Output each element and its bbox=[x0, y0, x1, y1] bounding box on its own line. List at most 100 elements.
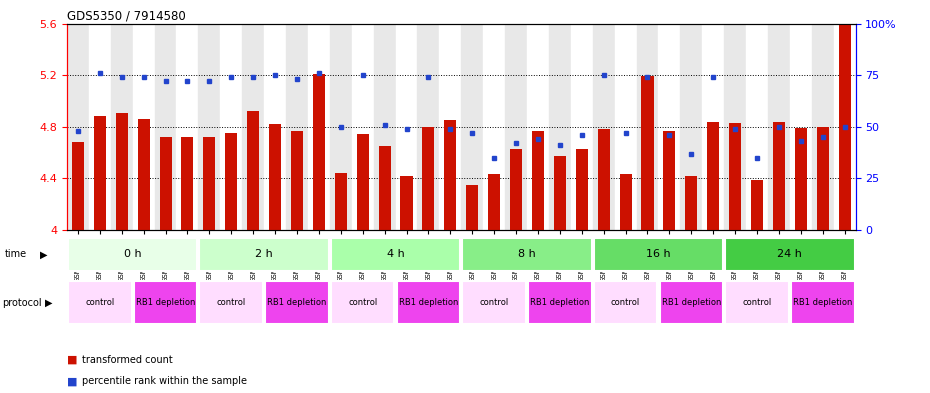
Bar bbox=[177, 24, 198, 230]
Text: control: control bbox=[348, 298, 378, 307]
Bar bbox=[200, 238, 328, 271]
Bar bbox=[269, 124, 281, 230]
Bar bbox=[685, 176, 698, 230]
Bar bbox=[68, 238, 197, 271]
Bar bbox=[308, 24, 330, 230]
Bar bbox=[636, 24, 658, 230]
Bar bbox=[115, 112, 127, 230]
Bar bbox=[729, 123, 741, 230]
Text: GDS5350 / 7914580: GDS5350 / 7914580 bbox=[67, 9, 186, 22]
Bar bbox=[510, 149, 522, 230]
Bar bbox=[554, 156, 565, 230]
Text: RB1 depletion: RB1 depletion bbox=[267, 298, 326, 307]
Bar bbox=[532, 130, 544, 230]
Bar bbox=[466, 185, 478, 230]
Bar bbox=[331, 238, 460, 271]
Bar bbox=[817, 127, 829, 230]
Bar bbox=[401, 176, 413, 230]
Bar bbox=[461, 24, 484, 230]
Text: control: control bbox=[480, 298, 509, 307]
Text: time: time bbox=[5, 250, 27, 259]
Text: ▶: ▶ bbox=[40, 250, 47, 259]
Bar bbox=[594, 281, 658, 324]
Bar bbox=[422, 127, 434, 230]
Bar bbox=[374, 24, 395, 230]
Bar bbox=[67, 24, 89, 230]
Bar bbox=[571, 24, 592, 230]
Bar bbox=[549, 24, 571, 230]
Text: RB1 depletion: RB1 depletion bbox=[399, 298, 458, 307]
Bar bbox=[768, 24, 790, 230]
Bar bbox=[352, 24, 374, 230]
Bar bbox=[790, 24, 812, 230]
Bar bbox=[68, 281, 131, 324]
Text: transformed count: transformed count bbox=[82, 354, 173, 365]
Text: RB1 depletion: RB1 depletion bbox=[530, 298, 590, 307]
Bar bbox=[615, 24, 636, 230]
Bar bbox=[89, 24, 111, 230]
Bar bbox=[839, 24, 851, 230]
Text: 4 h: 4 h bbox=[387, 250, 405, 259]
Text: RB1 depletion: RB1 depletion bbox=[793, 298, 853, 307]
Bar bbox=[418, 24, 439, 230]
Bar bbox=[528, 281, 591, 324]
Bar bbox=[642, 77, 654, 230]
Bar bbox=[594, 238, 723, 271]
Text: 0 h: 0 h bbox=[124, 250, 141, 259]
Bar bbox=[505, 24, 527, 230]
Bar bbox=[576, 149, 588, 230]
Text: 24 h: 24 h bbox=[777, 250, 803, 259]
Bar bbox=[330, 24, 352, 230]
Bar bbox=[702, 24, 724, 230]
Text: control: control bbox=[86, 298, 114, 307]
Bar bbox=[681, 24, 702, 230]
Bar bbox=[198, 24, 220, 230]
Bar bbox=[462, 238, 591, 271]
Bar bbox=[111, 24, 133, 230]
Text: percentile rank within the sample: percentile rank within the sample bbox=[82, 376, 246, 386]
Bar bbox=[746, 24, 768, 230]
Text: ■: ■ bbox=[67, 354, 77, 365]
Bar bbox=[204, 137, 216, 230]
Bar bbox=[138, 119, 150, 230]
Bar bbox=[659, 281, 723, 324]
Bar bbox=[397, 281, 460, 324]
Bar bbox=[791, 281, 855, 324]
Text: RB1 depletion: RB1 depletion bbox=[136, 298, 195, 307]
Text: protocol: protocol bbox=[2, 298, 42, 308]
Bar bbox=[439, 24, 461, 230]
Bar bbox=[181, 137, 193, 230]
Text: 16 h: 16 h bbox=[646, 250, 671, 259]
Bar bbox=[357, 134, 368, 230]
Bar bbox=[527, 24, 549, 230]
Bar bbox=[488, 174, 500, 230]
Bar bbox=[725, 238, 855, 271]
Bar bbox=[335, 173, 347, 230]
Bar bbox=[445, 120, 457, 230]
Bar bbox=[94, 116, 106, 230]
Bar bbox=[707, 121, 719, 230]
Text: control: control bbox=[611, 298, 640, 307]
Bar bbox=[133, 24, 154, 230]
Bar bbox=[592, 24, 615, 230]
Bar bbox=[379, 146, 391, 230]
Bar bbox=[154, 24, 177, 230]
Bar bbox=[247, 111, 259, 230]
Bar bbox=[833, 24, 856, 230]
Bar bbox=[242, 24, 264, 230]
Bar bbox=[462, 281, 525, 324]
Bar bbox=[134, 281, 197, 324]
Bar bbox=[220, 24, 242, 230]
Bar bbox=[619, 174, 631, 230]
Bar bbox=[225, 133, 237, 230]
Text: 2 h: 2 h bbox=[255, 250, 273, 259]
Bar bbox=[264, 24, 286, 230]
Bar bbox=[286, 24, 308, 230]
Bar bbox=[724, 24, 746, 230]
Bar bbox=[265, 281, 328, 324]
Bar bbox=[484, 24, 505, 230]
Bar bbox=[725, 281, 789, 324]
Text: ■: ■ bbox=[67, 376, 77, 386]
Bar bbox=[72, 142, 84, 230]
Bar bbox=[395, 24, 418, 230]
